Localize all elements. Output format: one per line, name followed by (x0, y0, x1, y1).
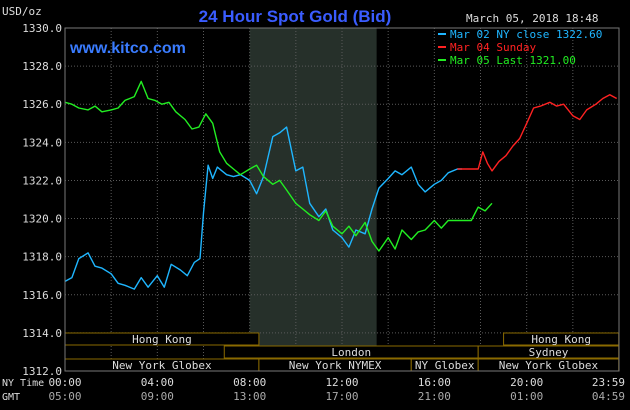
x-row-label: GMT (2, 392, 20, 403)
session-label: London (331, 346, 371, 359)
x-tick-label: 00:00 (48, 376, 81, 389)
x-tick-label: 12:00 (325, 376, 358, 389)
y-tick-label: 1330.0 (22, 22, 62, 35)
x-tick-label: 05:00 (48, 390, 81, 403)
session-label: Hong Kong (132, 333, 192, 346)
y-tick-label: 1324.0 (22, 136, 62, 149)
y-axis-label: USD/oz (2, 5, 42, 18)
legend-label: Mar 05 Last 1321.00 (450, 54, 576, 67)
legend-label: Mar 04 Sunday (450, 41, 536, 54)
series-line-1 (64, 126, 462, 290)
session-label: New York NYMEX (289, 359, 382, 372)
y-tick-label: 1316.0 (22, 289, 62, 302)
chart-title: 24 Hour Spot Gold (Bid) (199, 7, 392, 26)
y-tick-label: 1314.0 (22, 327, 62, 340)
x-tick-label: 01:00 (510, 390, 543, 403)
y-tick-label: 1318.0 (22, 251, 62, 264)
x-tick-label: 21:00 (418, 390, 451, 403)
y-tick-label: 1312.0 (22, 365, 62, 378)
brand-watermark: www.kitco.com (69, 40, 186, 57)
timestamp: March 05, 2018 18:48 (466, 12, 598, 25)
x-tick-label: 17:00 (325, 390, 358, 403)
session-label: Sydney (529, 346, 569, 359)
series-line-3 (64, 80, 493, 252)
plot-frame (64, 27, 620, 372)
session-label: NY Globex (415, 359, 475, 372)
x-tick-label: 20:00 (510, 376, 543, 389)
x-row-label: NY Time (2, 378, 44, 389)
x-tick-label: 04:00 (141, 376, 174, 389)
x-tick-label: 09:00 (141, 390, 174, 403)
nymex-shade (249, 28, 377, 371)
series-line-2 (457, 93, 618, 172)
x-tick-label: 13:00 (233, 390, 266, 403)
session-label: New York Globex (499, 359, 599, 372)
x-tick-label: 23:59 (592, 376, 625, 389)
session-label: New York Globex (112, 359, 212, 372)
session-label: Hong Kong (531, 333, 591, 346)
y-tick-label: 1320.0 (22, 213, 62, 226)
x-tick-label: 04:59 (592, 390, 625, 403)
legend-label: Mar 02 NY close 1322.60 (450, 28, 602, 41)
y-tick-label: 1326.0 (22, 98, 62, 111)
x-tick-label: 08:00 (233, 376, 266, 389)
y-tick-label: 1328.0 (22, 60, 62, 73)
y-tick-label: 1322.0 (22, 174, 62, 187)
x-tick-label: 16:00 (418, 376, 451, 389)
